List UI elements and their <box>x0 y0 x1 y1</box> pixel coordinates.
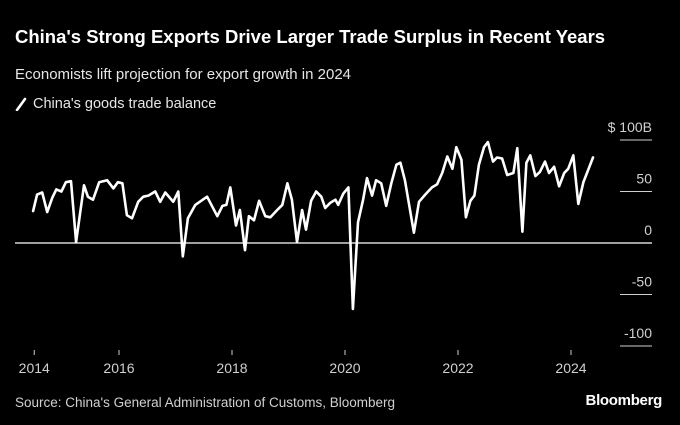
chart-subtitle: Economists lift projection for export gr… <box>15 66 351 83</box>
x-tick-label: 2014 <box>19 360 50 376</box>
legend-line-icon <box>15 97 27 111</box>
legend: China's goods trade balance <box>15 96 216 112</box>
legend-label: China's goods trade balance <box>33 96 217 112</box>
y-tick-label: -100 <box>624 325 652 341</box>
x-tick-label: 2016 <box>103 360 134 376</box>
x-tick-label: 2020 <box>329 360 360 376</box>
x-tick-label: 2022 <box>442 360 473 376</box>
x-axis: 2014 2016 2018 2020 2022 2024 <box>19 350 587 376</box>
x-tick-label: 2024 <box>555 360 586 376</box>
y-tick-label: 0 <box>644 222 652 238</box>
y-tick-label: $ 100B <box>608 119 652 135</box>
x-tick-label: 2018 <box>216 360 247 376</box>
y-tick-label: 50 <box>636 171 652 187</box>
y-axis: $ 100B 50 0 -50 -100 <box>15 119 652 347</box>
series-group <box>31 140 595 311</box>
bloomberg-logo: Bloomberg <box>585 392 663 409</box>
source-note: Source: China's General Administration o… <box>15 395 396 410</box>
chart-title: China's Strong Exports Drive Larger Trad… <box>15 26 606 47</box>
y-tick-label: -50 <box>632 274 652 290</box>
series-line-trade-balance <box>31 140 595 311</box>
